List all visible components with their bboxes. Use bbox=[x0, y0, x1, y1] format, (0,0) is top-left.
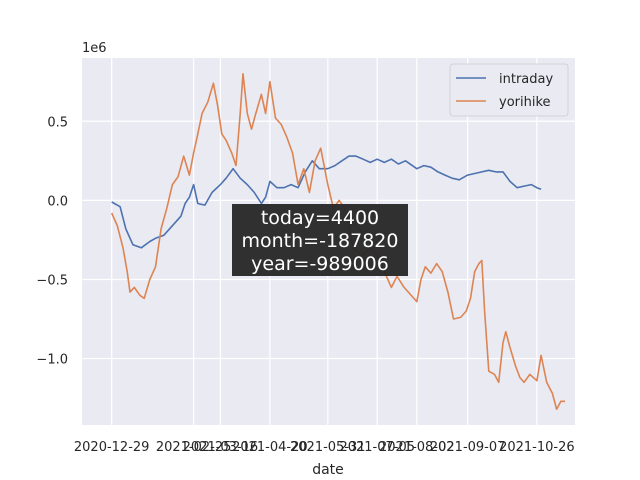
x-tick-label: 2021-02-25 bbox=[156, 440, 232, 455]
x-axis-label: date bbox=[312, 462, 344, 478]
legend: intraday yorihike bbox=[449, 63, 569, 117]
y-tick-label: −0.5 bbox=[36, 273, 68, 288]
annotation-year: year=-989006 bbox=[251, 253, 389, 275]
y-tick-label: 0.0 bbox=[47, 194, 68, 209]
x-tick-label: 2021-07-05 bbox=[339, 440, 415, 455]
x-tick-labels: 2020-12-29 2021-02-252021-03-162021-04-20… bbox=[74, 440, 575, 455]
y-offset-label: 1e6 bbox=[82, 41, 107, 56]
x-tick-label: 2020-12-29 bbox=[74, 440, 150, 455]
grid-lines bbox=[82, 58, 575, 425]
y-tick-label: 0.5 bbox=[47, 115, 68, 130]
y-tick-label: −1.0 bbox=[36, 353, 68, 368]
legend-label-intraday: intraday bbox=[499, 72, 553, 87]
legend-box bbox=[449, 63, 569, 117]
x-tick-label: 2021-10-26 bbox=[499, 440, 575, 455]
series-line-yorihike bbox=[110, 73, 566, 411]
x-tick-label: 2021-04-20 bbox=[232, 440, 308, 455]
stats-annotation: today=4400 month=-187820 year=-989006 bbox=[232, 204, 408, 276]
y-tick-labels: 0.5 0.0 −0.5 −1.0 bbox=[36, 115, 68, 367]
annotation-month: month=-187820 bbox=[242, 230, 399, 252]
annotation-box bbox=[232, 204, 408, 276]
x-tick-label: 2021-05-31 bbox=[290, 440, 366, 455]
x-tick-label: 2021-03-16 bbox=[183, 440, 259, 455]
legend-label-yorihike: yorihike bbox=[499, 95, 551, 110]
x-tick-label: 2021-08-02 bbox=[379, 440, 455, 455]
annotation-today: today=4400 bbox=[261, 207, 379, 229]
series-group bbox=[110, 73, 566, 411]
x-tick-label: 2021-09-07 bbox=[430, 440, 506, 455]
series-line-intraday bbox=[111, 155, 542, 249]
